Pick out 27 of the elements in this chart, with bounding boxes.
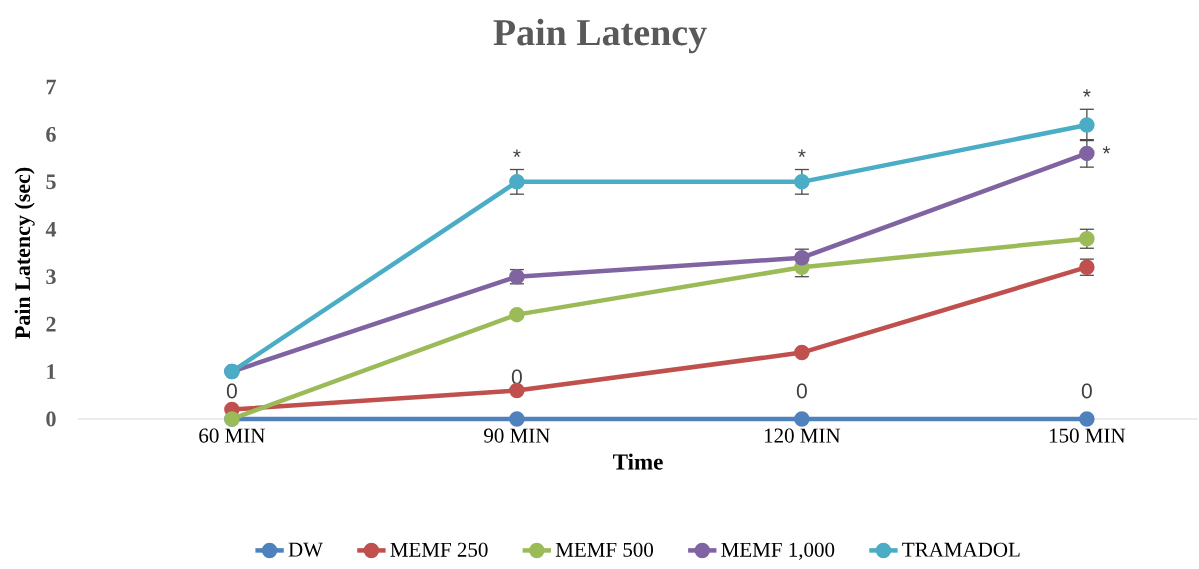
y-tick-label: 5 [46, 174, 56, 190]
y-tick-label: 4 [45, 222, 57, 237]
x-tick-label: 150 MIN [1049, 428, 1126, 443]
y-tick-label: 2 [46, 316, 56, 332]
x-tick-label: 120 MIN [764, 428, 841, 443]
annotation: * [1083, 89, 1091, 97]
annotation: * [1102, 146, 1111, 154]
data-label: 0 [1081, 383, 1092, 399]
data-label: 0 [796, 383, 807, 399]
x-axis-title: Time [613, 453, 663, 470]
legend-label: MEMF 250 [390, 542, 488, 557]
chart-title: Pain Latency [493, 18, 707, 54]
y-tick-label: 0 [46, 411, 56, 427]
legend-label: MEMF 1,000 [721, 542, 835, 560]
legend-label: DW [288, 542, 323, 557]
y-tick-label: 1 [47, 364, 56, 379]
y-tick-label: 7 [46, 79, 56, 95]
y-tick-label: 6 [46, 127, 56, 142]
annotation: * [513, 149, 521, 157]
x-tick-label: 60 MIN [199, 428, 265, 443]
y-axis-title: Pain Latency (sec) [14, 167, 35, 339]
legend-label: TRAMADOL [902, 542, 1020, 557]
y-tick-label: 3 [46, 269, 56, 285]
data-label: 0 [226, 383, 237, 399]
annotation: * [798, 149, 806, 157]
legend-label: MEMF 500 [555, 542, 654, 557]
x-tick-label: 90 MIN [484, 428, 550, 443]
